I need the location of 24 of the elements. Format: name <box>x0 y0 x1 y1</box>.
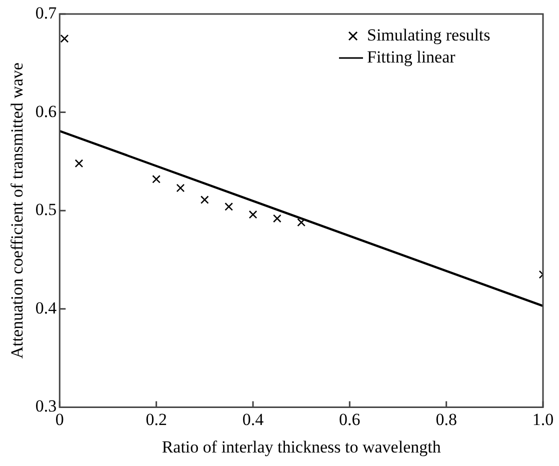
x-tick-label: 0.8 <box>436 410 457 429</box>
x-tick-label: 1.0 <box>532 410 554 429</box>
point <box>297 218 306 227</box>
point <box>152 174 161 184</box>
legend-label: Simulating results <box>367 25 490 44</box>
y-axis-title: Attenuation coefficient of transmitted wave <box>8 62 27 359</box>
point <box>176 184 185 192</box>
legend-label: Fitting linear <box>367 47 456 66</box>
y-tick-label: 0.7 <box>35 3 58 22</box>
y-tick-label: 0.3 <box>35 396 57 416</box>
y-tick-label: 0.4 <box>35 298 58 318</box>
point <box>60 34 69 43</box>
point <box>224 202 234 211</box>
point <box>272 214 282 223</box>
point <box>74 159 84 168</box>
x-tick-label: 0.2 <box>146 410 167 429</box>
y-tick-label: 0.5 <box>35 200 57 220</box>
x-tick-label: 0 <box>55 410 64 429</box>
x-tick-label: 0.4 <box>242 410 264 429</box>
x-tick-label: 0.6 <box>339 410 360 429</box>
y-tick-label: 0.6 <box>35 102 57 121</box>
point <box>200 196 209 204</box>
x-axis-title: Ratio of interlay thickness to wavelength <box>162 437 442 456</box>
point <box>248 210 258 219</box>
